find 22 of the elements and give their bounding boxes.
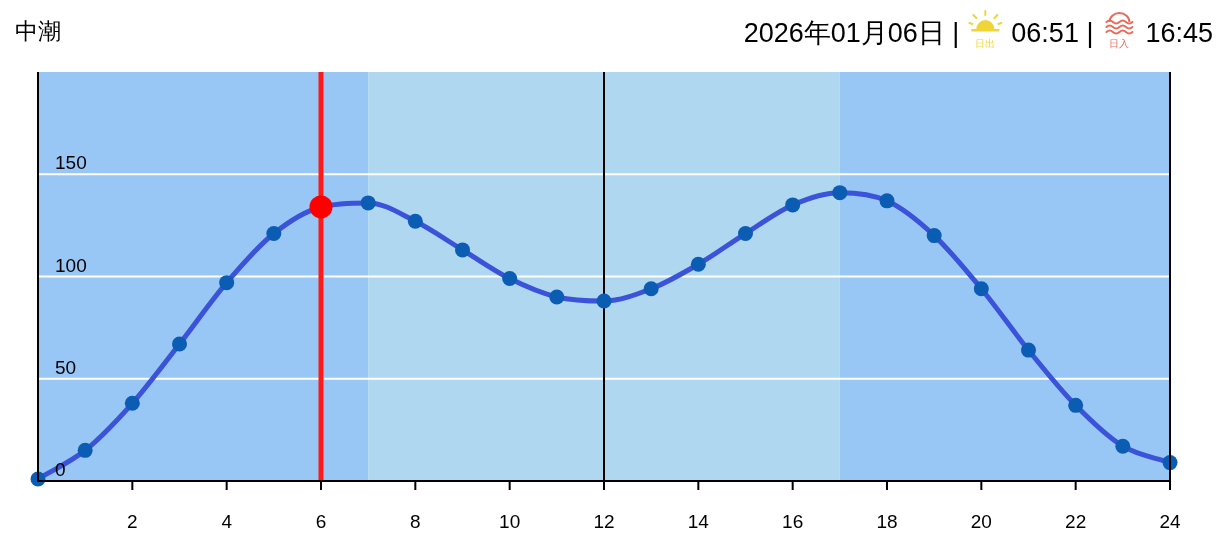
- y-tick-label: 150: [55, 152, 87, 174]
- x-tick-label: 4: [221, 511, 233, 532]
- x-tick-label: 8: [410, 511, 421, 532]
- x-tick-label: 24: [1159, 511, 1181, 532]
- x-tick-label: 14: [687, 511, 710, 532]
- x-tick-label: 20: [970, 511, 992, 532]
- chart-subtitle: 2026年01月06日 |: [743, 18, 960, 48]
- x-tick-label: 16: [782, 511, 804, 532]
- text: 日入: [1109, 38, 1130, 49]
- text: 16:45: [1145, 18, 1213, 48]
- x-tick-label: 6: [315, 511, 327, 532]
- x-tick-label: 2: [127, 511, 138, 532]
- x-tick-label: 12: [593, 511, 615, 532]
- chart-title: 中潮: [15, 18, 61, 44]
- x-tick-label: 18: [876, 511, 898, 532]
- y-tick-label: 50: [55, 356, 77, 378]
- y-tick-label: 100: [55, 254, 87, 276]
- x-tick-label: 10: [499, 511, 521, 532]
- x-tick-label: 22: [1065, 511, 1087, 532]
- text: 日出: [975, 38, 996, 49]
- text: 06:51 |: [1011, 18, 1094, 48]
- y-tick-label: 0: [55, 459, 66, 480]
